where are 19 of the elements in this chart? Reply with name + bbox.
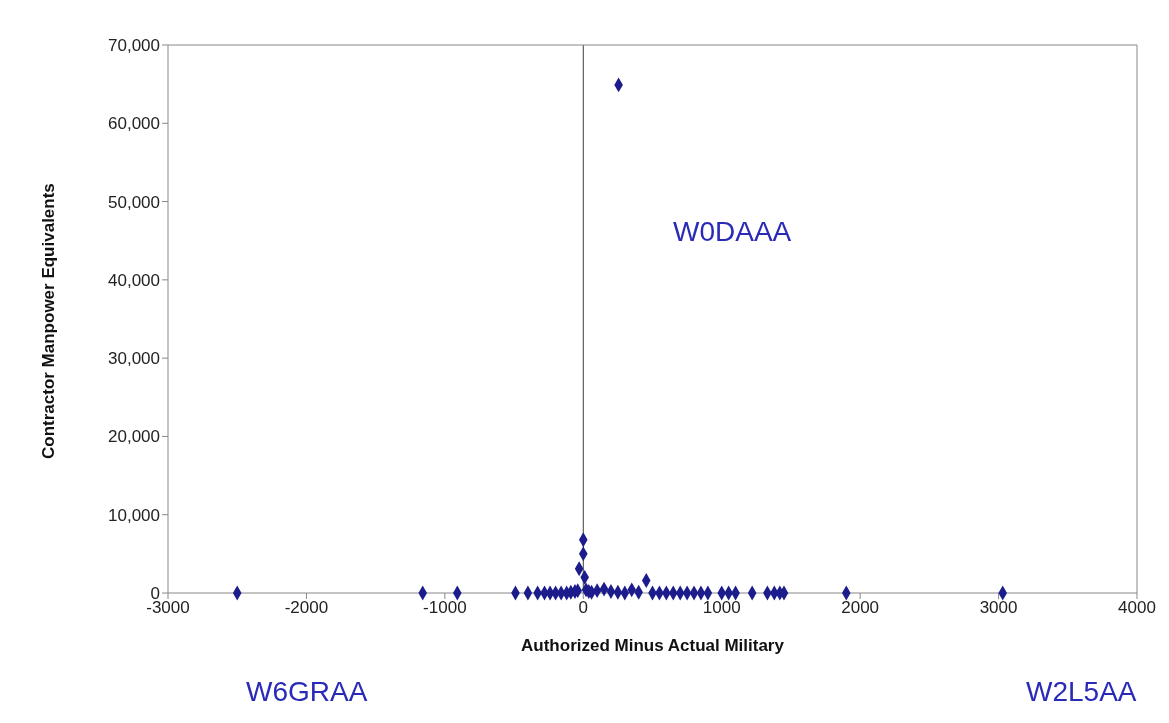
annotation: W0DAAA — [673, 216, 792, 248]
x-tick-label: 4000 — [1118, 598, 1156, 618]
y-tick-label: 30,000 — [108, 349, 160, 369]
y-tick-label: 20,000 — [108, 427, 160, 447]
x-axis-title: Authorized Minus Actual Military — [521, 636, 785, 655]
y-tick-label: 40,000 — [108, 270, 160, 290]
text: W6GRAA — [246, 676, 368, 708]
y-tick-label: 50,000 — [108, 192, 160, 212]
x-tick-label: -2000 — [284, 598, 329, 618]
text: W2L5AA — [1026, 676, 1137, 708]
y-axis-title: Contractor Manpower Equivalents — [39, 183, 59, 459]
y-tick-label: 70,000 — [108, 36, 160, 56]
x-tick-label: -1000 — [423, 598, 467, 618]
x-tick-label: 2000 — [841, 598, 880, 618]
x-tick-label: 0 — [578, 598, 589, 618]
y-tick-label: 10,000 — [108, 505, 160, 525]
x-tick-label: 1000 — [702, 598, 741, 618]
y-tick-label: 60,000 — [108, 114, 160, 134]
x-tick-label: 3000 — [979, 598, 1018, 618]
